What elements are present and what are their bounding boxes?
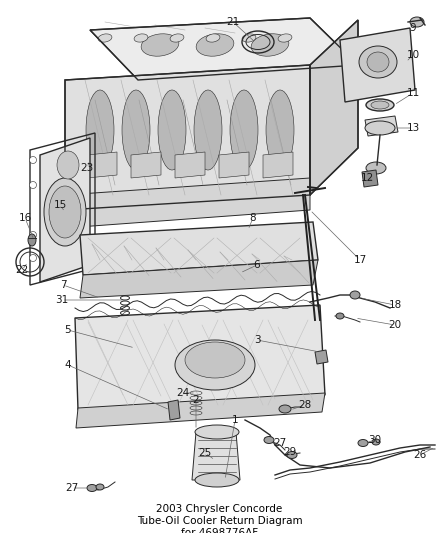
Text: 2: 2 bbox=[192, 395, 199, 405]
Ellipse shape bbox=[29, 182, 36, 189]
Ellipse shape bbox=[364, 121, 394, 135]
Ellipse shape bbox=[370, 101, 388, 109]
Ellipse shape bbox=[29, 231, 36, 238]
Polygon shape bbox=[80, 260, 317, 298]
Text: 3: 3 bbox=[253, 335, 260, 345]
Ellipse shape bbox=[365, 162, 385, 174]
Ellipse shape bbox=[358, 46, 396, 78]
Ellipse shape bbox=[170, 34, 184, 42]
Text: 11: 11 bbox=[406, 88, 419, 98]
Text: 2003 Chrysler Concorde
Tube-Oil Cooler Return Diagram
for 4698776AF: 2003 Chrysler Concorde Tube-Oil Cooler R… bbox=[136, 504, 302, 533]
Ellipse shape bbox=[194, 90, 222, 170]
Polygon shape bbox=[65, 65, 309, 210]
Text: 18: 18 bbox=[388, 300, 401, 310]
Polygon shape bbox=[364, 116, 397, 136]
Text: 25: 25 bbox=[198, 448, 211, 458]
Polygon shape bbox=[65, 178, 309, 228]
Text: 7: 7 bbox=[60, 280, 66, 290]
Ellipse shape bbox=[28, 234, 36, 246]
Text: 15: 15 bbox=[53, 200, 67, 210]
Text: 26: 26 bbox=[413, 450, 426, 460]
Text: 16: 16 bbox=[18, 213, 32, 223]
Polygon shape bbox=[219, 152, 248, 178]
Ellipse shape bbox=[122, 90, 150, 170]
Text: 29: 29 bbox=[283, 447, 296, 457]
Ellipse shape bbox=[365, 99, 393, 111]
Text: 27: 27 bbox=[273, 438, 286, 448]
Polygon shape bbox=[191, 432, 240, 480]
Text: 24: 24 bbox=[176, 388, 189, 398]
Text: 5: 5 bbox=[64, 325, 71, 335]
Text: 23: 23 bbox=[80, 163, 93, 173]
Polygon shape bbox=[168, 400, 180, 420]
Ellipse shape bbox=[196, 34, 233, 56]
Text: 28: 28 bbox=[298, 400, 311, 410]
Ellipse shape bbox=[49, 186, 81, 238]
Polygon shape bbox=[131, 152, 161, 178]
Ellipse shape bbox=[184, 342, 244, 378]
Text: 1: 1 bbox=[231, 415, 238, 425]
Ellipse shape bbox=[366, 52, 388, 72]
Polygon shape bbox=[80, 222, 317, 275]
Ellipse shape bbox=[44, 178, 86, 246]
Ellipse shape bbox=[29, 157, 36, 164]
Ellipse shape bbox=[371, 439, 379, 445]
Text: 30: 30 bbox=[367, 435, 381, 445]
Ellipse shape bbox=[286, 451, 297, 458]
Text: 6: 6 bbox=[253, 260, 260, 270]
Ellipse shape bbox=[87, 484, 97, 491]
Ellipse shape bbox=[277, 34, 291, 42]
Polygon shape bbox=[339, 28, 414, 102]
Ellipse shape bbox=[265, 90, 293, 170]
Ellipse shape bbox=[349, 291, 359, 299]
Ellipse shape bbox=[134, 34, 148, 42]
Ellipse shape bbox=[86, 90, 114, 170]
Ellipse shape bbox=[263, 437, 273, 443]
Text: 10: 10 bbox=[406, 50, 419, 60]
Text: 13: 13 bbox=[406, 123, 419, 133]
Ellipse shape bbox=[194, 425, 238, 439]
Ellipse shape bbox=[158, 90, 186, 170]
Ellipse shape bbox=[29, 254, 36, 262]
Ellipse shape bbox=[357, 440, 367, 447]
Polygon shape bbox=[262, 152, 292, 178]
Ellipse shape bbox=[230, 90, 258, 170]
Polygon shape bbox=[361, 170, 377, 187]
Text: 22: 22 bbox=[15, 265, 28, 275]
Ellipse shape bbox=[57, 151, 79, 179]
Ellipse shape bbox=[98, 34, 112, 42]
Ellipse shape bbox=[335, 313, 343, 319]
Ellipse shape bbox=[241, 34, 255, 42]
Ellipse shape bbox=[279, 405, 290, 413]
Polygon shape bbox=[90, 18, 357, 80]
Text: 8: 8 bbox=[249, 213, 256, 223]
Polygon shape bbox=[87, 152, 117, 178]
Text: 17: 17 bbox=[353, 255, 366, 265]
Text: 21: 21 bbox=[226, 17, 239, 27]
Ellipse shape bbox=[141, 34, 178, 56]
Ellipse shape bbox=[409, 17, 423, 27]
Polygon shape bbox=[76, 393, 324, 428]
Polygon shape bbox=[175, 152, 205, 178]
Text: 12: 12 bbox=[360, 173, 373, 183]
Polygon shape bbox=[309, 20, 357, 195]
Text: 4: 4 bbox=[64, 360, 71, 370]
Ellipse shape bbox=[175, 340, 254, 390]
Text: 31: 31 bbox=[55, 295, 68, 305]
Polygon shape bbox=[314, 350, 327, 364]
Ellipse shape bbox=[96, 484, 104, 490]
Ellipse shape bbox=[194, 473, 238, 487]
Ellipse shape bbox=[251, 34, 288, 56]
Text: 20: 20 bbox=[388, 320, 401, 330]
Text: 9: 9 bbox=[409, 23, 415, 33]
Polygon shape bbox=[75, 305, 324, 410]
Ellipse shape bbox=[205, 34, 219, 42]
Polygon shape bbox=[40, 138, 90, 282]
Text: 27: 27 bbox=[65, 483, 78, 493]
